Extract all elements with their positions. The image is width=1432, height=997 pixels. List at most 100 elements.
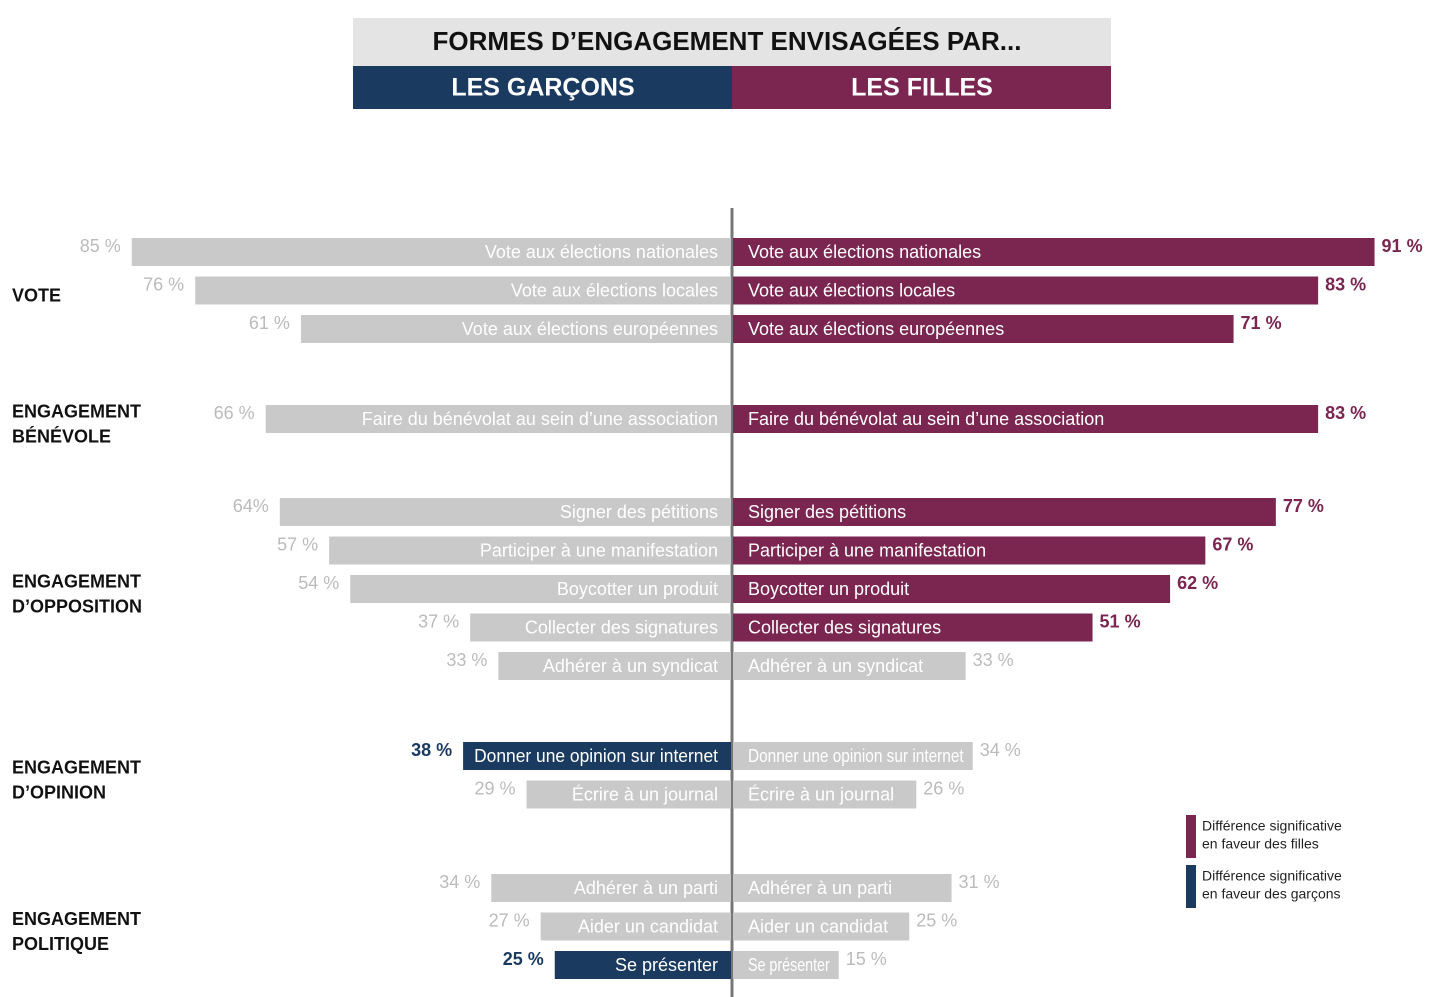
bar bbox=[491, 874, 731, 902]
value-label: 25 % bbox=[916, 910, 957, 930]
bar bbox=[733, 405, 1319, 433]
bar bbox=[540, 912, 731, 941]
bar bbox=[733, 951, 839, 979]
chart-title: FORMES D’ENGAGEMENT ENVISAGÉES PAR... bbox=[433, 26, 1022, 56]
legend-label: en faveur des filles bbox=[1202, 836, 1319, 852]
value-label: 27 % bbox=[489, 910, 530, 930]
bar-label: Vote aux élections nationales bbox=[485, 242, 718, 262]
bar-label: Participer à une manifestation bbox=[748, 540, 986, 560]
bar-label: Adhérer à un parti bbox=[748, 878, 892, 898]
series-header bbox=[732, 66, 1111, 109]
bar-label: Aider un candidat bbox=[578, 916, 718, 936]
group-label: VOTE bbox=[12, 285, 61, 305]
series-name: LES GARÇONS bbox=[451, 74, 634, 102]
legend-swatch bbox=[1186, 865, 1196, 908]
bar-label: Donner une opinion sur internet bbox=[748, 746, 964, 766]
bar-label: Écrire à un journal bbox=[572, 784, 718, 804]
bar-label: Vote aux élections européennes bbox=[462, 319, 718, 339]
bar-label: Se présenter bbox=[748, 955, 830, 975]
value-label: 51 % bbox=[1100, 611, 1141, 631]
value-label: 71 % bbox=[1241, 313, 1282, 333]
bar bbox=[733, 575, 1171, 603]
bar-label: Faire du bénévolat au sein d’une associa… bbox=[362, 409, 718, 429]
bar bbox=[463, 742, 731, 770]
bar-label: Vote aux élections nationales bbox=[748, 242, 981, 262]
value-label: 26 % bbox=[923, 778, 964, 798]
bar-label: Vote aux élections locales bbox=[511, 280, 718, 300]
bar bbox=[350, 575, 731, 603]
bar bbox=[733, 276, 1319, 305]
value-label: 83 % bbox=[1325, 403, 1366, 423]
bar bbox=[265, 405, 731, 433]
bar bbox=[733, 742, 973, 770]
bar-label: Vote aux élections européennes bbox=[748, 319, 1004, 339]
series-name: LES FILLES bbox=[851, 74, 993, 102]
value-label: 38 % bbox=[411, 740, 452, 760]
value-label: 83 % bbox=[1325, 274, 1366, 294]
group-label: ENGAGEMENT bbox=[12, 909, 141, 929]
value-label: 25 % bbox=[503, 949, 544, 969]
bar-label: Adhérer à un syndicat bbox=[543, 656, 718, 676]
bar bbox=[733, 874, 952, 902]
legend-label: Différence significative bbox=[1202, 868, 1342, 884]
value-label: 57 % bbox=[277, 534, 318, 554]
bar-label: Boycotter un produit bbox=[748, 579, 909, 599]
value-label: 85 % bbox=[80, 236, 121, 256]
bar bbox=[733, 315, 1234, 343]
bar bbox=[329, 536, 731, 565]
bar bbox=[733, 536, 1206, 565]
series-header bbox=[353, 66, 732, 109]
value-label: 67 % bbox=[1212, 534, 1253, 554]
value-label: 33 % bbox=[973, 650, 1014, 670]
value-label: 15 % bbox=[846, 949, 887, 969]
value-label: 34 % bbox=[980, 740, 1021, 760]
bar-label: Écrire à un journal bbox=[748, 784, 894, 804]
value-label: 76 % bbox=[143, 274, 184, 294]
bar bbox=[554, 951, 731, 979]
bar bbox=[733, 780, 917, 809]
value-label: 91 % bbox=[1382, 236, 1423, 256]
bar bbox=[733, 652, 966, 680]
bar bbox=[131, 238, 731, 266]
bar-label: Adhérer à un syndicat bbox=[748, 656, 923, 676]
legend-swatch bbox=[1186, 815, 1196, 858]
bar-label: Se présenter bbox=[615, 955, 718, 975]
bar-label: Faire du bénévolat au sein d’une associa… bbox=[748, 409, 1104, 429]
value-label: 61 % bbox=[249, 313, 290, 333]
bar-label: Collecter des signatures bbox=[525, 617, 718, 637]
bar bbox=[300, 315, 731, 343]
bar-label: Boycotter un produit bbox=[557, 579, 718, 599]
bar bbox=[733, 238, 1375, 266]
bar-label: Participer à une manifestation bbox=[480, 540, 718, 560]
bar bbox=[733, 613, 1093, 642]
bar bbox=[733, 498, 1276, 526]
bar bbox=[498, 652, 731, 680]
group-label: D’OPINION bbox=[12, 783, 106, 803]
bar-label: Adhérer à un parti bbox=[574, 878, 718, 898]
value-label: 64% bbox=[233, 496, 269, 516]
bar-label: Donner une opinion sur internet bbox=[474, 746, 718, 766]
group-label: BÉNÉVOLE bbox=[12, 425, 111, 446]
group-label: ENGAGEMENT bbox=[12, 758, 141, 778]
bar-label: Collecter des signatures bbox=[748, 617, 941, 637]
value-label: 62 % bbox=[1177, 573, 1218, 593]
group-label: ENGAGEMENT bbox=[12, 571, 141, 591]
value-label: 34 % bbox=[439, 872, 480, 892]
value-label: 54 % bbox=[298, 573, 339, 593]
bar-label: Aider un candidat bbox=[748, 916, 888, 936]
bar bbox=[526, 780, 731, 809]
value-label: 33 % bbox=[446, 650, 487, 670]
bar bbox=[279, 498, 731, 526]
bar-label: Signer des pétitions bbox=[560, 502, 718, 522]
value-label: 66 % bbox=[214, 403, 255, 423]
bar bbox=[733, 912, 910, 941]
value-label: 29 % bbox=[475, 778, 516, 798]
bar-label: Vote aux élections locales bbox=[748, 280, 955, 300]
value-label: 37 % bbox=[418, 611, 459, 631]
group-label: D’OPPOSITION bbox=[12, 596, 142, 616]
legend-label: Différence significative bbox=[1202, 818, 1342, 834]
value-label: 77 % bbox=[1283, 496, 1324, 516]
group-label: ENGAGEMENT bbox=[12, 401, 141, 421]
bar bbox=[195, 276, 731, 305]
